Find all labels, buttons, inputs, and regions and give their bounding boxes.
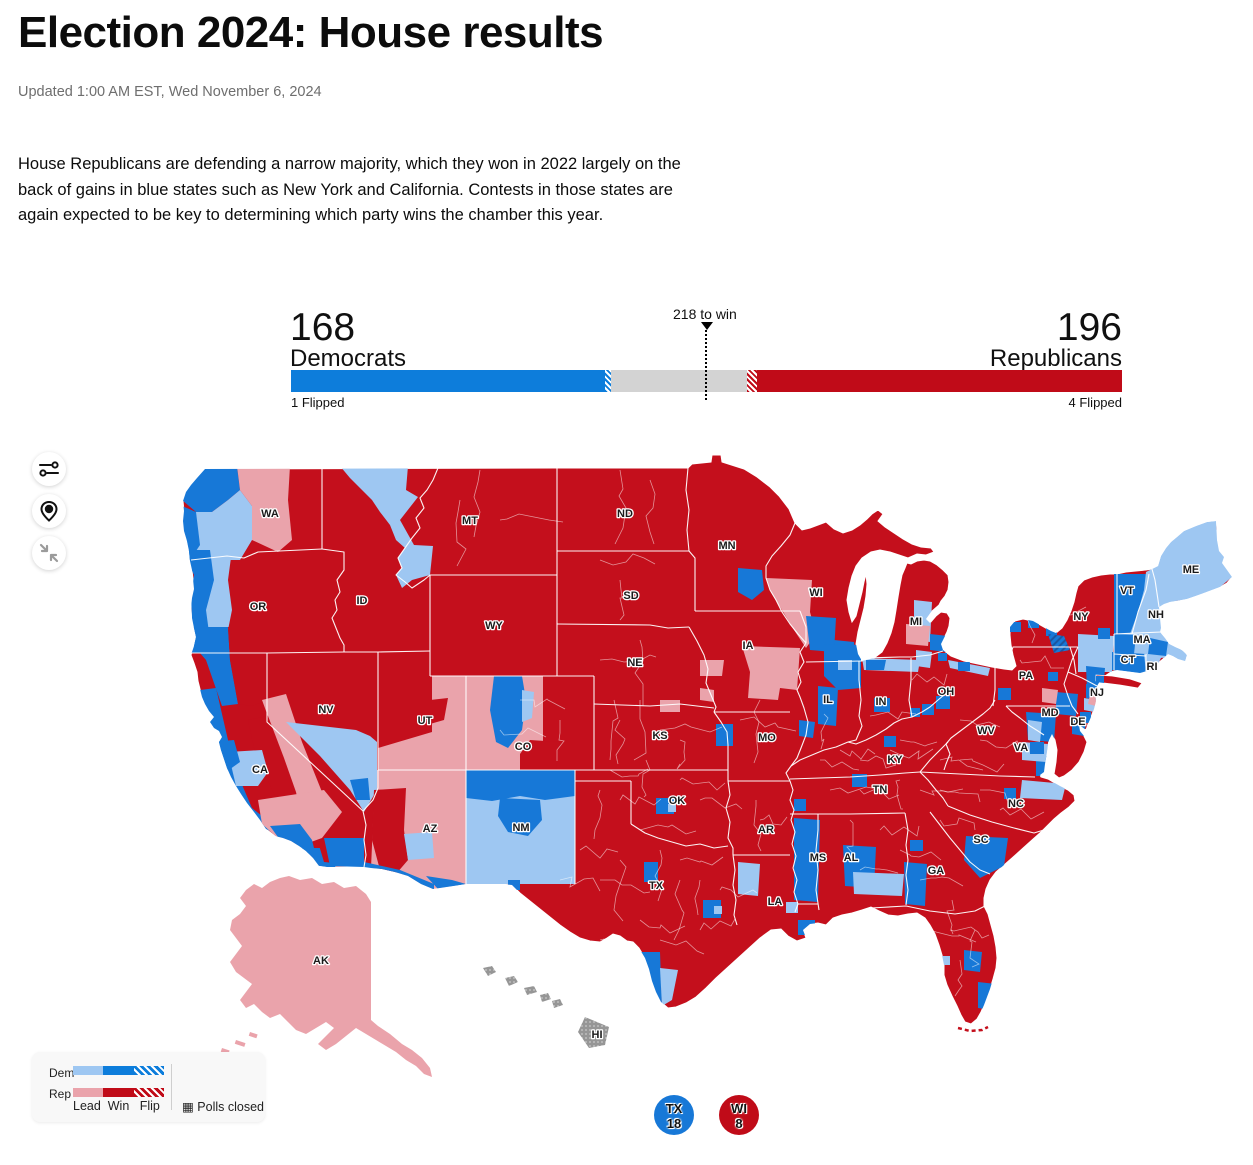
svg-text:ME: ME (1183, 564, 1200, 576)
svg-text:MI: MI (910, 616, 922, 628)
svg-text:MS: MS (810, 852, 827, 864)
svg-text:WI: WI (809, 587, 822, 599)
svg-text:AR: AR (758, 824, 774, 836)
svg-text:OH: OH (938, 686, 955, 698)
svg-text:NV: NV (318, 704, 334, 716)
svg-text:NM: NM (512, 822, 529, 834)
svg-text:IA: IA (743, 640, 754, 652)
svg-text:CT: CT (1121, 654, 1136, 666)
svg-text:UT: UT (418, 715, 433, 727)
svg-text:MT: MT (462, 515, 478, 527)
svg-text:TN: TN (873, 784, 888, 796)
svg-text:VT: VT (1120, 585, 1134, 597)
svg-text:VA: VA (1014, 742, 1029, 754)
svg-text:SD: SD (623, 590, 638, 602)
svg-text:AK: AK (313, 955, 329, 967)
svg-text:GA: GA (928, 865, 945, 877)
svg-text:AZ: AZ (423, 823, 438, 835)
svg-text:MA: MA (1133, 634, 1150, 646)
svg-text:NC: NC (1008, 798, 1024, 810)
svg-text:NE: NE (627, 657, 642, 669)
svg-text:WV: WV (977, 725, 995, 737)
svg-text:OR: OR (250, 601, 267, 613)
svg-text:AL: AL (844, 852, 859, 864)
svg-text:NJ: NJ (1090, 687, 1104, 699)
svg-text:NH: NH (1148, 609, 1164, 621)
svg-text:CA: CA (252, 764, 268, 776)
svg-text:WY: WY (485, 620, 503, 632)
svg-text:IL: IL (823, 694, 833, 706)
svg-text:ID: ID (357, 595, 368, 607)
svg-text:PA: PA (1019, 670, 1034, 682)
svg-text:MD: MD (1041, 707, 1058, 719)
svg-text:IN: IN (876, 696, 887, 708)
svg-text:WA: WA (261, 508, 279, 520)
svg-text:KS: KS (652, 730, 667, 742)
svg-text:DE: DE (1070, 716, 1085, 728)
svg-text:HI: HI (592, 1029, 603, 1041)
svg-text:MO: MO (758, 732, 776, 744)
svg-text:KY: KY (887, 754, 903, 766)
svg-text:LA: LA (768, 896, 783, 908)
svg-text:TX: TX (649, 880, 664, 892)
svg-text:CO: CO (515, 741, 532, 753)
svg-text:NY: NY (1073, 611, 1089, 623)
svg-text:SC: SC (973, 834, 988, 846)
svg-text:OK: OK (669, 795, 686, 807)
svg-text:RI: RI (1147, 661, 1158, 673)
svg-text:MN: MN (718, 540, 735, 552)
svg-text:ND: ND (617, 508, 633, 520)
